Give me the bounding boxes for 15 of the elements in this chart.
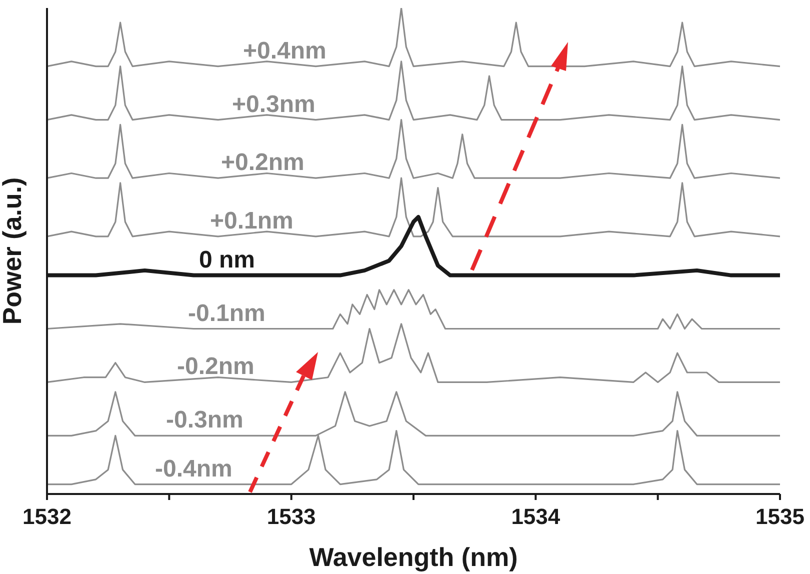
series-label: +0.2nm: [221, 149, 304, 176]
series-label: +0.3nm: [232, 90, 316, 118]
series-label: +0.1nm: [210, 207, 294, 234]
series-label: -0.3nm: [166, 406, 244, 434]
x-tick-label: 1534: [511, 504, 561, 529]
x-tick-label: 1532: [22, 504, 72, 529]
x-tick-label: 1533: [266, 504, 316, 529]
x-tick-label: 1535: [756, 504, 804, 529]
series-label: +0.4nm: [243, 37, 326, 64]
series-label: -0.1nm: [188, 300, 266, 327]
y-axis-title: Power (a.u.): [0, 177, 28, 325]
series-label: -0.2nm: [177, 353, 254, 380]
series-label: 0 nm: [199, 246, 256, 274]
x-axis-title: Wavelength (nm): [309, 542, 518, 572]
series-label: -0.4nm: [155, 455, 232, 482]
